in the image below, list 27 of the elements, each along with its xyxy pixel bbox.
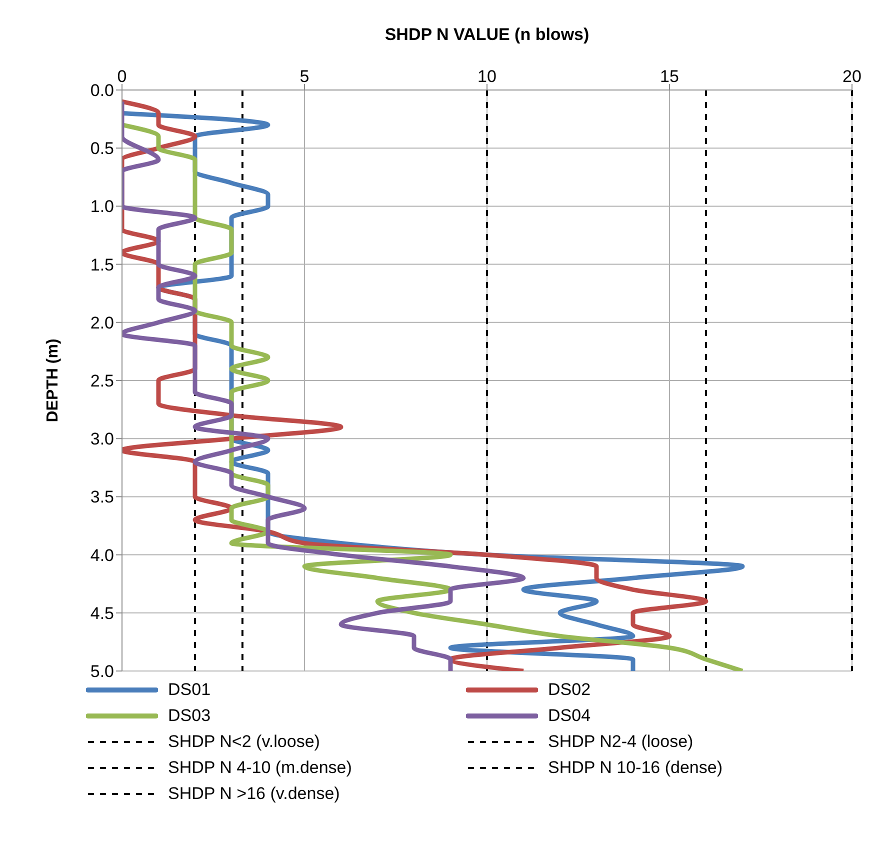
legend-label: DS01: [168, 680, 211, 700]
y-tick-label: 0.5: [90, 139, 114, 158]
x-axis-title: SHDP N VALUE (n blows): [384, 25, 590, 44]
y-tick-label: 1.5: [90, 255, 114, 274]
y-tick-label: 4.0: [90, 546, 114, 565]
y-tick-label: 1.0: [90, 197, 114, 216]
legend-label: SHDP N2-4 (loose): [548, 732, 694, 752]
legend-label: DS03: [168, 706, 211, 726]
y-tick-label: 5.0: [90, 662, 114, 682]
y-tick-label: 2.0: [90, 313, 114, 332]
y-axis-title: DEPTH (m): [44, 338, 62, 422]
x-tick-label: 0: [117, 67, 127, 86]
x-tick-label: 15: [660, 67, 679, 86]
legend-label: SHDP N<2 (v.loose): [168, 732, 320, 752]
legend-label: DS02: [548, 680, 591, 700]
y-tick-label: 2.5: [90, 372, 114, 391]
x-tick-label: 10: [478, 67, 496, 86]
x-tick-label: 20: [842, 67, 862, 86]
x-tick-label: 5: [300, 67, 310, 86]
y-tick-label: 4.5: [90, 604, 114, 623]
y-tick-label: 3.5: [90, 488, 114, 507]
legend-label: DS04: [548, 706, 591, 726]
y-tick-label: 3.0: [90, 430, 114, 449]
legend-label: SHDP N 10-16 (dense): [548, 758, 722, 778]
legend-label: SHDP N 4-10 (m.dense): [168, 758, 352, 778]
y-tick-label: 0.0: [90, 81, 114, 100]
legend-label: SHDP N >16 (v.dense): [168, 784, 340, 804]
